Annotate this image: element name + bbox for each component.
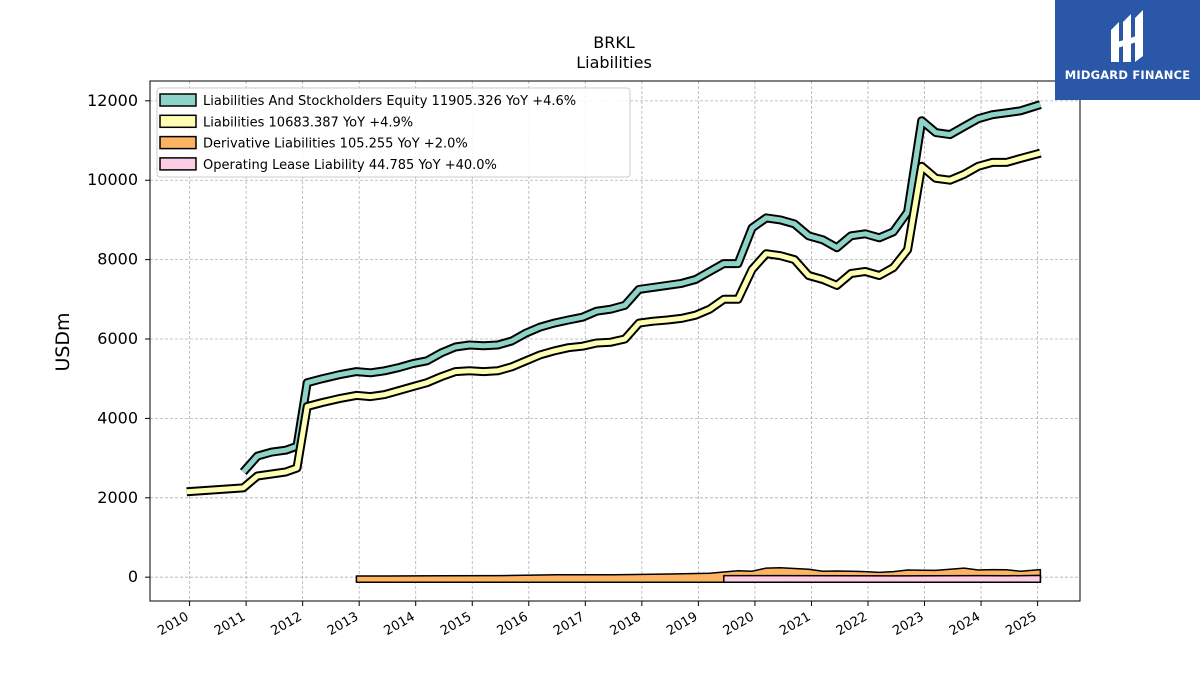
x-tick-label: 2018 bbox=[608, 609, 644, 639]
y-tick-label: 4000 bbox=[97, 408, 138, 427]
legend-swatch bbox=[159, 93, 197, 107]
x-tick-label: 2014 bbox=[382, 609, 418, 639]
legend-entry: Liabilities 10683.387 YoY +4.9% bbox=[203, 115, 413, 130]
x-axis: 2010 2011 2012 2013 2014 2015 2016 2017 2018 2019… bbox=[155, 601, 1040, 639]
x-tick-label: 2019 bbox=[664, 609, 700, 639]
series-liabilities-outline bbox=[186, 148, 1042, 497]
x-tick-label: 2012 bbox=[268, 609, 304, 639]
x-tick-label: 2010 bbox=[155, 609, 191, 639]
legend-entry: Operating Lease Liability 44.785 YoY +40… bbox=[203, 158, 497, 173]
x-tick-label: 2025 bbox=[1003, 609, 1039, 639]
series-liabilities-and-stockholders-equity bbox=[241, 102, 1042, 474]
x-tick-label: 2015 bbox=[438, 609, 474, 639]
y-axis: 0 2000 4000 6000 8000 10000 12000 bbox=[87, 91, 150, 586]
x-tick-label: 2024 bbox=[947, 609, 983, 639]
legend-swatch bbox=[159, 135, 197, 150]
plot-frame bbox=[149, 80, 1081, 602]
area-series bbox=[355, 566, 1042, 583]
y-tick-label: 8000 bbox=[97, 250, 138, 269]
x-tick-label: 2011 bbox=[212, 609, 248, 639]
legend-entry: Liabilities And Stockholders Equity 1190… bbox=[203, 94, 576, 109]
x-tick-label: 2022 bbox=[834, 609, 870, 639]
logo-mark-icon bbox=[1111, 10, 1143, 62]
legend-entry: Derivative Liabilities 105.255 YoY +2.0% bbox=[203, 137, 468, 152]
legend-swatch bbox=[159, 114, 197, 129]
y-tick-label: 2000 bbox=[97, 488, 138, 507]
y-tick-label: 12000 bbox=[87, 91, 138, 110]
y-tick-label: 10000 bbox=[87, 170, 138, 189]
y-tick-label: 0 bbox=[128, 567, 138, 586]
y-axis-label: USDm bbox=[52, 312, 74, 371]
brand-logo: MIDGARD FINANCE bbox=[1055, 0, 1200, 100]
legend: Liabilities And Stockholders Equity 1190… bbox=[156, 87, 631, 178]
x-tick-label: 2013 bbox=[325, 609, 361, 639]
x-tick-label: 2017 bbox=[551, 609, 587, 639]
logo-text: MIDGARD FINANCE bbox=[1064, 68, 1191, 82]
y-tick-label: 6000 bbox=[97, 329, 138, 348]
series-operating-lease-liability bbox=[723, 574, 1042, 583]
legend-frame bbox=[156, 87, 631, 178]
x-tick-label: 2023 bbox=[890, 609, 926, 639]
x-tick-label: 2016 bbox=[495, 609, 531, 639]
line-series bbox=[186, 100, 1042, 497]
legend-swatch bbox=[159, 157, 197, 171]
series-liabilities bbox=[186, 150, 1042, 495]
x-tick-label: 2021 bbox=[777, 609, 813, 639]
chart-title: BRKL bbox=[593, 33, 635, 52]
x-tick-label: 2020 bbox=[721, 609, 757, 639]
chart-subtitle: Liabilities bbox=[576, 53, 652, 72]
